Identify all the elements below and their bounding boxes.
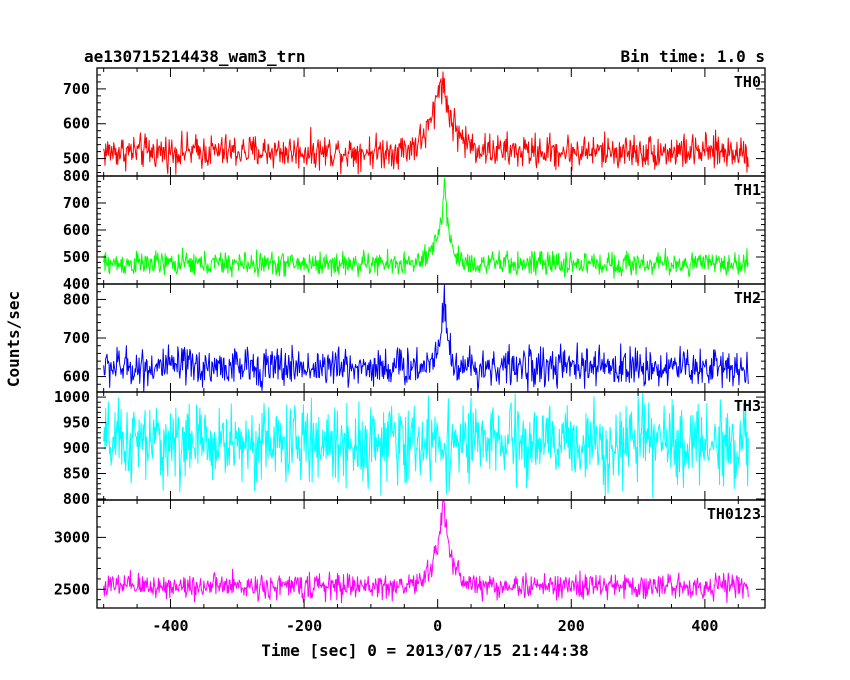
y-tick-label: 700 — [63, 80, 90, 98]
y-axis-label: Counts/sec — [4, 291, 23, 387]
panel-th1: TH1 400 500 600 700 800 — [63, 167, 766, 293]
panel-label: TH0123 — [707, 505, 761, 523]
y-tick-label: 900 — [63, 439, 90, 457]
x-tick-label: 400 — [691, 617, 718, 635]
panel-label: TH1 — [734, 181, 761, 199]
panel-frame — [96, 175, 766, 285]
panel-th2: TH2 600 700 800 — [63, 283, 766, 393]
y-tick-label: 600 — [63, 115, 90, 133]
x-tick-label: 200 — [558, 617, 585, 635]
x-tick-label: -400 — [152, 617, 188, 635]
panel-frame — [96, 283, 766, 393]
panel-th3: TH3 800 850 900 950 1000 — [54, 388, 766, 508]
y-tick-label: 800 — [63, 290, 90, 308]
x-tick-label: -200 — [286, 617, 322, 635]
trace-th0123 — [103, 499, 749, 604]
y-tick-label: 400 — [63, 275, 90, 293]
y-tick-label: 800 — [63, 167, 90, 185]
panel-label: TH0 — [734, 73, 761, 91]
x-axis-label: Time [sec] 0 = 2013/07/15 21:44:38 — [261, 641, 589, 660]
panel-label: TH2 — [734, 289, 761, 307]
panel-th0: TH0 500 600 700 — [63, 67, 766, 177]
y-tick-label: 2500 — [54, 580, 90, 598]
trace-th0 — [103, 71, 749, 175]
panel-label: TH3 — [734, 397, 761, 415]
x-tick-label: 0 — [433, 617, 442, 635]
y-tick-label: 3000 — [54, 528, 90, 546]
y-tick-label: 500 — [63, 248, 90, 266]
y-tick-label: 1000 — [54, 388, 90, 406]
y-tick-label: 950 — [63, 414, 90, 432]
panel-th0123: TH0123 2500 3000 — [54, 499, 766, 609]
y-tick-label: 600 — [63, 368, 90, 386]
y-tick-label: 850 — [63, 465, 90, 483]
panel-frame — [96, 499, 766, 609]
trace-th1 — [103, 177, 749, 279]
y-tick-label: 700 — [63, 329, 90, 347]
trace-th2 — [103, 284, 749, 393]
trace-th3 — [103, 391, 749, 500]
y-tick-label: 700 — [63, 194, 90, 212]
y-tick-label: 800 — [63, 490, 90, 508]
panels: TH0 500 600 700 TH1 400 500 600 700 800 TH2 600 700 8… — [54, 67, 766, 635]
y-tick-label: 500 — [63, 150, 90, 168]
bin-time-label: Bin time: 1.0 s — [621, 47, 766, 66]
y-tick-label: 600 — [63, 221, 90, 239]
figure-title: ae130715214438_wam3_trn — [84, 47, 306, 66]
